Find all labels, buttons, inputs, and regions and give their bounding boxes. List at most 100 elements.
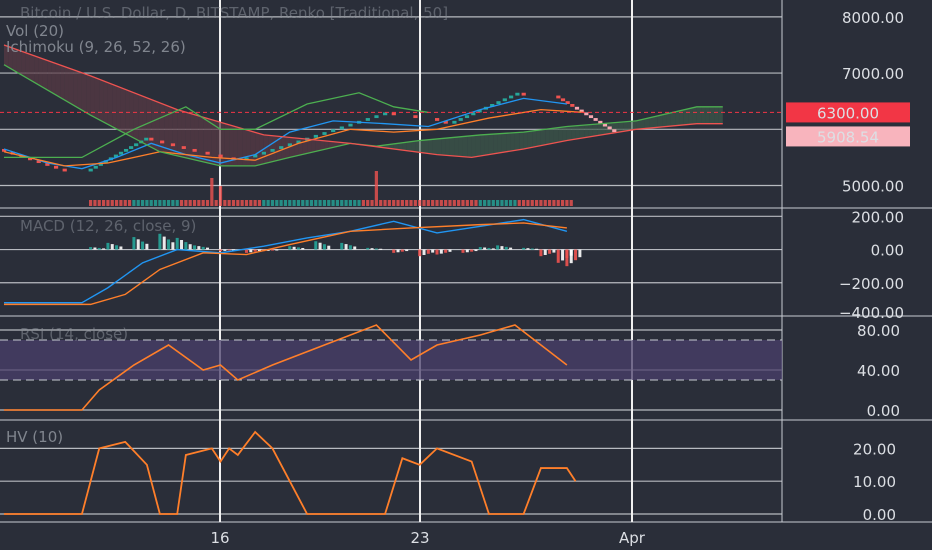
volume-bar (340, 200, 344, 206)
macd-histogram-bar (578, 249, 582, 258)
volume-bar (279, 200, 283, 206)
volume-bar (158, 200, 162, 206)
macd-histogram-bar (89, 247, 93, 250)
macd-histogram-bar (500, 246, 504, 250)
ichimoku-cloud (562, 126, 567, 142)
volume-bar (127, 200, 132, 206)
ichimoku-cloud (545, 128, 550, 145)
ichimoku-cloud (164, 104, 169, 154)
volume-bar (517, 200, 521, 206)
macd-histogram-bar (97, 247, 101, 250)
volume-bar (487, 200, 491, 206)
volume-bar (227, 200, 231, 206)
volume-bar (513, 200, 517, 206)
volume-bar (335, 200, 340, 206)
volume-bar (140, 200, 145, 206)
ichimoku-cloud (103, 80, 108, 125)
volume-bar (218, 186, 223, 206)
renko-brick (339, 126, 344, 130)
ichimoku-cloud (185, 112, 191, 159)
ichimoku-cloud (42, 58, 48, 90)
ichimoku-cloud (458, 136, 463, 157)
price-tick-1: 7000.00 (842, 65, 904, 83)
renko-brick (27, 157, 33, 161)
ichimoku-cloud (211, 119, 217, 165)
volume-bar (301, 200, 305, 206)
ichimoku-cloud (51, 61, 56, 96)
ichimoku-cloud (657, 114, 663, 128)
volume-bar (370, 200, 374, 206)
ichimoku-cloud (47, 60, 52, 93)
ichimoku-cloud (402, 142, 407, 151)
renko-brick (322, 132, 327, 135)
renko-brick (435, 118, 440, 121)
renko-brick (509, 95, 514, 99)
macd-histogram-bar (379, 248, 383, 250)
ichimoku-cloud (688, 107, 693, 125)
ichimoku-cloud (454, 136, 459, 157)
macd-histogram-bar (431, 249, 435, 253)
volume-bar (448, 200, 452, 206)
ichimoku-cloud (320, 140, 325, 151)
rsi-band (0, 340, 782, 380)
ichimoku-cloud (662, 113, 667, 127)
renko-brick (365, 118, 370, 121)
macd-histogram-bar (366, 247, 370, 250)
macd-histogram-bar (115, 245, 119, 250)
volume-bar (392, 200, 396, 206)
renko-brick (588, 115, 594, 119)
ichimoku-cloud (398, 142, 403, 151)
macd-histogram-bar (132, 237, 136, 250)
macd-histogram-bar (530, 248, 534, 250)
ichimoku-cloud (190, 113, 195, 160)
volume-bar (439, 200, 443, 206)
volume-bar (353, 200, 357, 206)
volume-bar (322, 200, 327, 206)
ichimoku-cloud (107, 82, 113, 127)
volume-bar (132, 200, 136, 206)
renko-brick (607, 126, 612, 130)
macd-histogram-bar (439, 249, 443, 254)
macd-histogram-bar (227, 249, 231, 251)
renko-brick (134, 143, 139, 147)
ichimoku-cloud (276, 136, 282, 161)
macd-histogram-bar (574, 249, 578, 261)
ichimoku-cloud (389, 143, 394, 149)
volume-bar (197, 200, 201, 206)
volume-bar (283, 200, 288, 206)
volume-bar (504, 200, 508, 206)
macd-histogram-bar (327, 245, 331, 250)
ichimoku-cloud (81, 72, 87, 113)
ichimoku-cloud (523, 131, 528, 149)
volume-bar (249, 200, 253, 206)
macd-histogram-bar (344, 244, 348, 250)
ichimoku-cloud (393, 143, 399, 150)
ichimoku-cloud (194, 114, 199, 161)
ichimoku-cloud (90, 75, 95, 118)
macd-histogram-bar (314, 241, 318, 250)
macd-histogram-bar (219, 249, 222, 252)
volume-bar (534, 200, 539, 206)
volume-bar (543, 200, 547, 206)
volume-bar (123, 200, 127, 206)
macd-histogram-bar (206, 247, 210, 250)
ichimoku-cloud (94, 77, 100, 120)
volume-bar (361, 200, 365, 206)
volume-bar (327, 200, 331, 206)
macd-histogram-bar (188, 244, 192, 250)
ichimoku-cloud (25, 52, 30, 80)
ichimoku-cloud (8, 46, 13, 70)
macd-histogram-bar (526, 248, 530, 250)
macd-histogram-bar (405, 249, 409, 252)
ichimoku-cloud (34, 55, 39, 85)
renko-brick (490, 104, 495, 107)
price-tag-current (786, 102, 910, 123)
price-tick-0: 8000.00 (842, 9, 904, 27)
macd-histogram-bar (418, 249, 422, 257)
macd-histogram-bar (370, 248, 374, 250)
renko-brick (205, 151, 210, 155)
macd-histogram-bar (483, 247, 487, 250)
ichimoku-cloud (575, 125, 580, 140)
ichimoku-cloud (55, 63, 61, 98)
